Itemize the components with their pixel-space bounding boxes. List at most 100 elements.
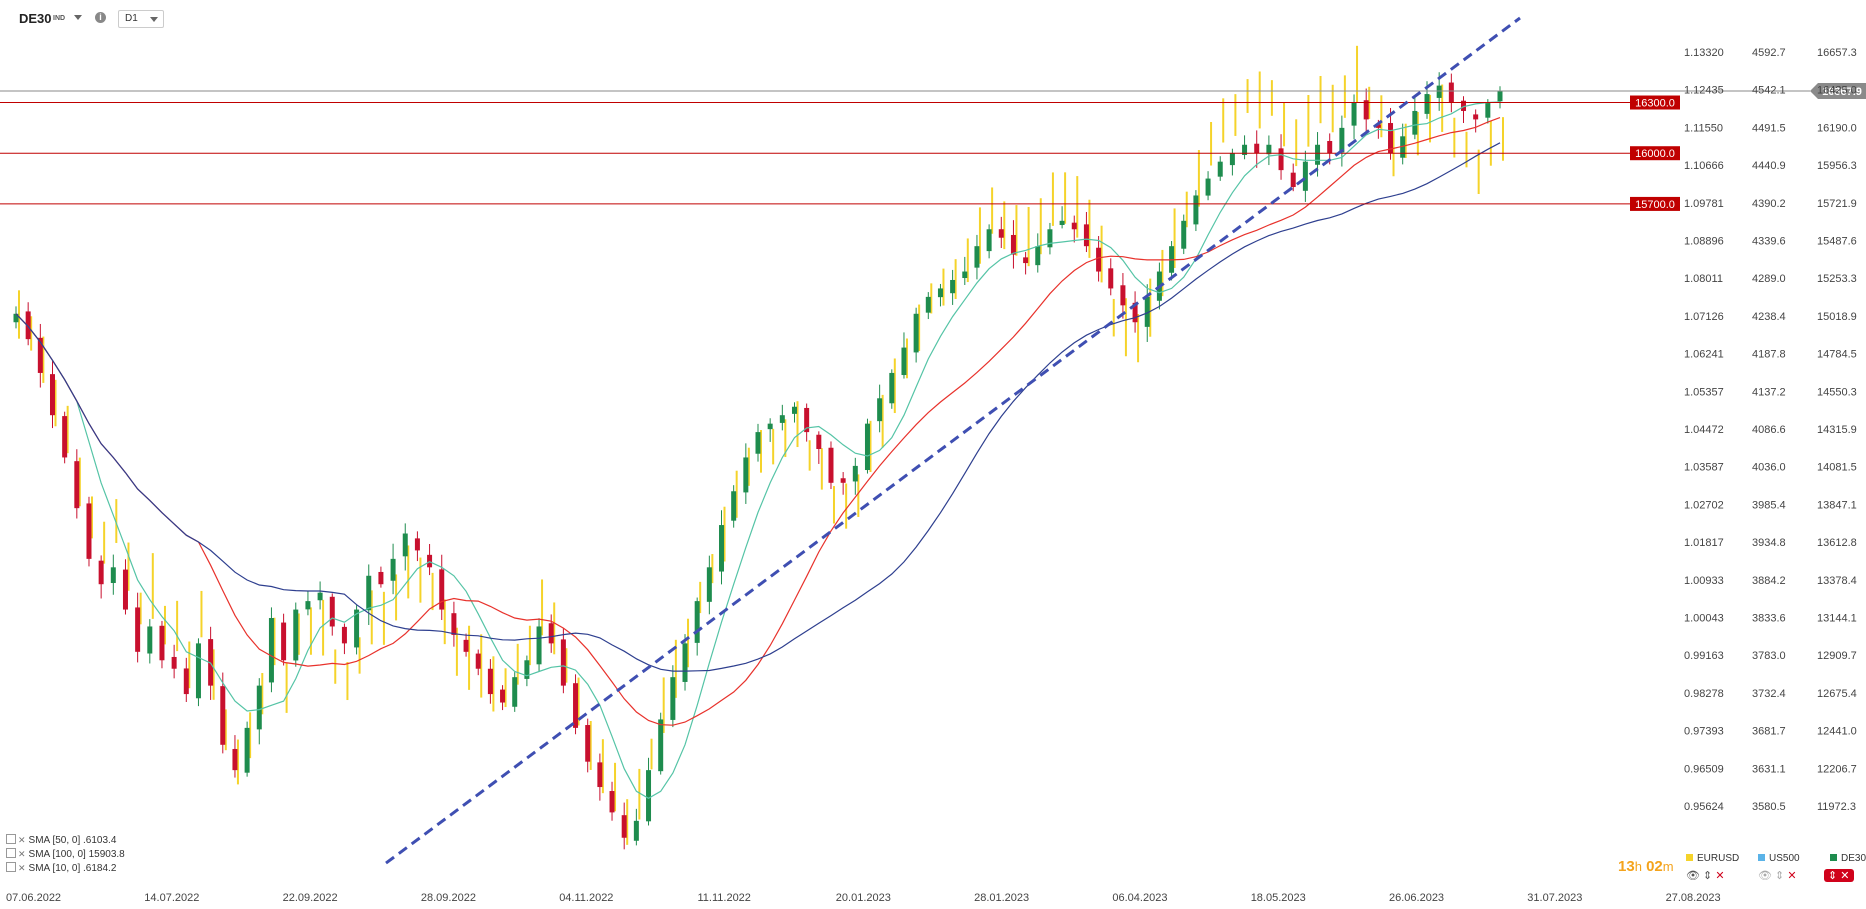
layers-icon — [6, 848, 16, 858]
level-badge — [1630, 146, 1680, 161]
y-tick-de30: 15253.3 — [1817, 273, 1857, 285]
x-tick-label: 28.01.2023 — [974, 892, 1029, 904]
candle-body — [37, 337, 43, 373]
candle-body — [390, 558, 396, 581]
instrument-toggle-eurusd[interactable]: EURUSD — [1686, 853, 1739, 864]
y-tick-us500: 4339.6 — [1752, 236, 1786, 248]
y-tick-eurusd: 1.03587 — [1684, 462, 1724, 474]
level-label: 16000.0 — [1635, 148, 1675, 160]
layers-icon — [6, 862, 16, 872]
close-icon[interactable]: ✕ — [18, 835, 26, 845]
instrument-name: US500 — [1769, 853, 1800, 864]
candle-body — [1047, 229, 1053, 248]
timeframe-value: D1 — [125, 13, 138, 24]
y-tick-us500: 3884.2 — [1752, 575, 1786, 587]
y-tick-de30: 16190.0 — [1817, 122, 1857, 134]
candle-body — [1315, 144, 1321, 165]
candle-body — [1363, 100, 1369, 120]
move-icon[interactable]: ⇕ — [1775, 870, 1785, 882]
candle-body — [256, 685, 262, 730]
candle-body — [670, 677, 676, 720]
y-tick-us500: 4238.4 — [1752, 311, 1786, 323]
symbol-name[interactable]: DE30 — [19, 11, 52, 26]
candle-body — [877, 398, 883, 422]
candle-body — [159, 625, 165, 661]
candle-body — [779, 415, 785, 423]
active-instrument-controls[interactable]: ⇕ ✕ — [1824, 869, 1854, 882]
candle-body — [1351, 102, 1357, 126]
candle-body — [232, 748, 238, 771]
close-icon[interactable]: ✕ — [1787, 870, 1797, 882]
y-tick-eurusd: 1.00933 — [1684, 575, 1724, 587]
candle-body — [378, 571, 384, 585]
candle-body — [220, 686, 226, 745]
sma-legend-row[interactable]: ✕ SMA [10, 0] .6184.2 — [6, 861, 125, 875]
candle-body — [1096, 247, 1102, 272]
candle-body — [633, 820, 639, 841]
close-icon[interactable]: ✕ — [1715, 870, 1725, 882]
candle-body — [147, 626, 153, 654]
candle-body — [1010, 234, 1016, 255]
candle-body — [864, 423, 870, 471]
candle-body — [1205, 178, 1211, 196]
layers-icon — [6, 834, 16, 844]
y-tick-us500: 4592.7 — [1752, 47, 1786, 59]
trendline-dashed — [385, 16, 1521, 865]
eye-icon[interactable]: 👁 — [1758, 870, 1772, 882]
x-tick-label: 22.09.2022 — [283, 892, 338, 904]
candle-body — [49, 374, 55, 416]
y-tick-eurusd: 1.00043 — [1684, 613, 1724, 625]
current-price-badge — [1810, 83, 1866, 100]
candle-body — [305, 601, 311, 610]
us500-controls: 👁 ⇕ ✕ — [1758, 869, 1797, 882]
sma-value: 15903.8 — [88, 849, 125, 860]
y-tick-de30: 13847.1 — [1817, 499, 1857, 511]
sma-name: SMA [100, 0] — [28, 849, 86, 860]
y-tick-de30: 15956.3 — [1817, 160, 1857, 172]
candle-body — [512, 677, 518, 707]
close-icon[interactable]: ✕ — [18, 849, 26, 859]
candle-body — [1290, 172, 1296, 188]
candle-body — [682, 643, 688, 682]
level-label: 16300.0 — [1635, 98, 1675, 110]
y-tick-de30: 13144.1 — [1817, 613, 1857, 625]
candle-body — [731, 491, 737, 521]
sma-value: .6184.2 — [83, 863, 117, 874]
y-tick-eurusd: 1.06241 — [1684, 349, 1724, 361]
candle-body — [1071, 222, 1077, 230]
horizontal-levels: 16300.0 16000.0 15700.0 16367.9 — [0, 83, 1866, 211]
move-icon[interactable]: ⇕ — [1703, 870, 1713, 882]
instrument-toggle-de30[interactable]: DE30 — [1830, 853, 1866, 864]
candle-body — [1485, 102, 1491, 118]
y-tick-de30: 15721.9 — [1817, 198, 1857, 210]
candle-body — [475, 653, 481, 669]
candle-body — [293, 609, 299, 661]
timeframe-select[interactable]: D1 — [118, 10, 164, 28]
sma-legend: ✕ SMA [50, 0] .6103.4 ✕ SMA [100, 0] 15903… — [6, 833, 125, 875]
candle-countdown: 13h 02m — [1618, 858, 1674, 875]
instrument-toggle-us500[interactable]: US500 — [1758, 853, 1800, 864]
eurusd-controls: 👁 ⇕ ✕ — [1686, 869, 1725, 882]
candle-body — [755, 432, 761, 454]
candle-body — [1254, 143, 1260, 154]
y-tick-de30: 15487.6 — [1817, 236, 1857, 248]
y-tick-us500: 3833.6 — [1752, 613, 1786, 625]
close-icon[interactable]: ✕ — [18, 863, 26, 873]
sma-legend-row[interactable]: ✕ SMA [50, 0] .6103.4 — [6, 833, 125, 847]
candle-body — [122, 569, 128, 610]
y-tick-us500: 3580.5 — [1752, 801, 1786, 813]
x-tick-label: 07.06.2022 — [6, 892, 61, 904]
sma-legend-row[interactable]: ✕ SMA [100, 0] 15903.8 — [6, 847, 125, 861]
y-tick-eurusd: 1.08896 — [1684, 236, 1724, 248]
y-tick-eurusd: 0.97393 — [1684, 726, 1724, 738]
candle-body — [1302, 161, 1308, 191]
candle-body — [901, 347, 907, 376]
candle-body — [1388, 123, 1394, 154]
eye-icon[interactable]: 👁 — [1686, 870, 1700, 882]
info-icon[interactable]: i — [95, 12, 106, 23]
symbol-dropdown-icon[interactable] — [74, 15, 82, 20]
candle-body — [281, 622, 287, 661]
x-tick-label: 14.07.2022 — [144, 892, 199, 904]
x-tick-label: 11.11.2022 — [698, 892, 751, 904]
